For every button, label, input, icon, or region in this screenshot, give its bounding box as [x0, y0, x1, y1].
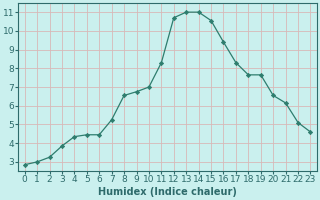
- X-axis label: Humidex (Indice chaleur): Humidex (Indice chaleur): [98, 187, 237, 197]
